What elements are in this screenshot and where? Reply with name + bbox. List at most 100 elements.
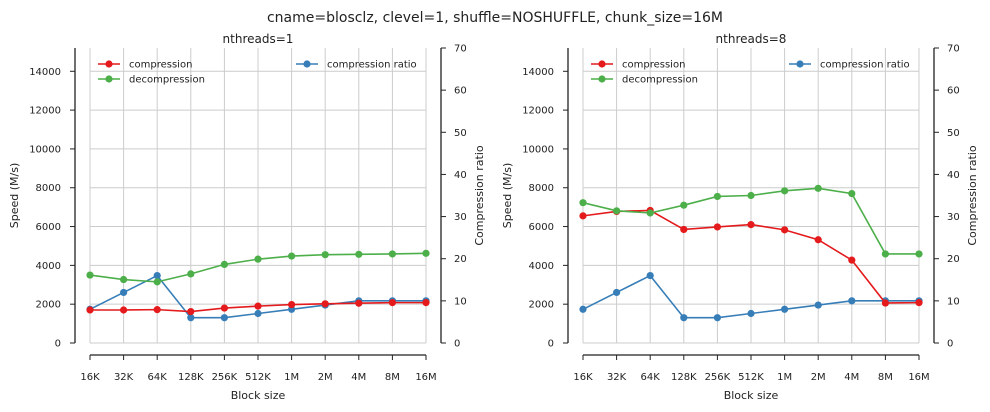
y2-tick-label: 60	[947, 86, 960, 97]
y-tick-label: 12000	[29, 106, 61, 117]
data-point-compression-ratio	[120, 288, 128, 297]
x-tick-label: 4M	[351, 372, 366, 383]
x-tick-label: 4M	[844, 372, 859, 383]
data-point-compression	[848, 256, 856, 264]
y-tick-label: 14000	[29, 67, 61, 78]
x-tick-label: 1M	[777, 372, 792, 383]
y2-tick-label: 70	[947, 44, 960, 55]
data-point-decompression	[120, 275, 128, 284]
y-tick-label: 12000	[522, 106, 554, 117]
data-point-decompression	[848, 189, 856, 198]
y-tick-label: 0	[548, 339, 554, 350]
x-tick-label: 2M	[318, 372, 333, 383]
figure-title: cname=blosclz, clevel=1, shuffle=NOSHUFF…	[267, 10, 723, 26]
data-point-decompression	[187, 270, 195, 278]
y2-tick-label: 50	[947, 128, 960, 139]
y2-tick-label: 20	[454, 254, 467, 265]
data-point-compression-ratio	[220, 314, 228, 322]
data-point-compression	[881, 299, 890, 307]
x-tick-label: 8M	[385, 372, 400, 383]
legend-label: compression ratio	[820, 60, 910, 71]
y2-tick-label: 20	[947, 254, 960, 265]
x-tick-label: 16K	[80, 372, 100, 383]
x-tick-label: 128K	[671, 372, 697, 383]
x-tick-label: 8M	[878, 372, 893, 383]
y2-tick-label: 10	[454, 296, 467, 307]
data-point-compression-ratio	[781, 305, 789, 313]
y2-tick-label: 70	[454, 44, 467, 55]
data-point-decompression	[86, 271, 94, 279]
y-tick-label: 8000	[36, 183, 61, 194]
data-point-compression-ratio	[848, 297, 856, 305]
data-point-decompression	[579, 199, 587, 207]
x-tick-label: 256K	[705, 372, 731, 383]
x-axis-label: Block size	[231, 389, 286, 402]
data-point-decompression	[288, 252, 296, 260]
data-point-decompression	[646, 209, 654, 217]
data-point-decompression	[747, 191, 755, 200]
data-point-decompression	[321, 251, 329, 259]
y-axis-label: Speed (M/s)	[8, 163, 21, 229]
x-tick-label: 2M	[811, 372, 826, 383]
data-point-decompression	[254, 255, 262, 263]
y-tick-label: 2000	[529, 300, 554, 311]
x-tick-label: 512K	[738, 372, 764, 383]
legend-marker	[105, 75, 113, 83]
legend-label: decompression	[129, 75, 205, 86]
legend-label: decompression	[622, 75, 698, 86]
data-point-compression	[915, 299, 923, 307]
y2-tick-label: 30	[947, 212, 960, 223]
chart-panel-nthreads-1: 0 2000 4000 6000 8000 10000 12000 14000 0 10 20 30 4…	[8, 32, 486, 402]
y2-axis-label: Compression ratio	[473, 145, 486, 246]
chart-panel-nthreads-8: 0 2000 4000 6000 8000 10000 12000 14000 0 10 20 30 4…	[501, 32, 979, 402]
legend-marker	[598, 75, 606, 83]
data-point-compression-ratio	[254, 309, 262, 318]
data-point-decompression	[814, 184, 822, 192]
data-point-decompression	[388, 250, 396, 258]
y2-axis-label: Compression ratio	[966, 145, 979, 246]
y2-tick-label: 0	[454, 339, 460, 350]
y-tick-label: 10000	[522, 144, 554, 155]
data-point-compression	[579, 212, 587, 220]
data-point-compression	[781, 226, 789, 234]
data-point-compression	[713, 223, 722, 231]
x-tick-label: 256K	[212, 372, 238, 383]
data-point-compression	[321, 300, 329, 308]
legend-marker	[105, 60, 113, 68]
data-point-compression	[388, 299, 396, 307]
data-point-compression-ratio	[187, 314, 195, 322]
data-point-decompression	[881, 250, 890, 258]
x-tick-label: 64K	[641, 372, 661, 383]
data-point-compression	[254, 302, 262, 310]
y2-tick-label: 50	[454, 128, 467, 139]
y-tick-label: 6000	[36, 222, 61, 233]
y2-tick-label: 30	[454, 212, 467, 223]
x-tick-label: 32K	[114, 372, 134, 383]
data-point-compression-ratio	[579, 305, 587, 313]
data-point-compression-ratio	[814, 301, 822, 309]
y2-tick-label: 10	[947, 296, 960, 307]
data-point-compression-ratio	[713, 314, 722, 322]
x-tick-label: 512K	[245, 372, 271, 383]
legend-marker	[796, 60, 804, 68]
data-point-decompression	[713, 192, 722, 201]
y-tick-label: 2000	[36, 300, 61, 311]
y2-tick-label: 40	[947, 170, 960, 181]
x-tick-label: 128K	[178, 372, 204, 383]
data-point-decompression	[220, 260, 228, 268]
y-tick-label: 4000	[529, 261, 554, 272]
data-point-decompression	[153, 278, 161, 286]
x-tick-label: 64K	[148, 372, 168, 383]
data-point-decompression	[680, 201, 688, 209]
x-axis-label: Block size	[724, 389, 779, 402]
x-tick-label: 16M	[908, 372, 929, 383]
data-point-compression	[355, 299, 363, 307]
y-axis-label: Speed (M/s)	[501, 163, 514, 229]
x-tick-label: 16M	[415, 372, 436, 383]
data-point-compression-ratio	[680, 314, 688, 322]
data-point-decompression	[422, 249, 430, 257]
data-point-compression	[120, 306, 128, 314]
legend-marker	[303, 60, 311, 68]
